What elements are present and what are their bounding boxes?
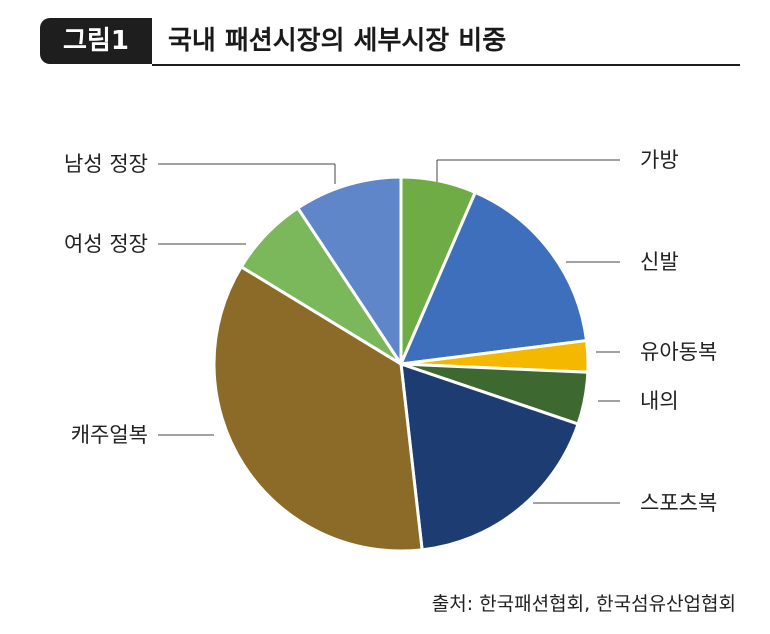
figure-badge: 그림1: [40, 18, 152, 64]
slice-label: 신발: [640, 250, 679, 274]
slice-label: 캐주얼복: [71, 423, 148, 447]
slice-label: 가방: [640, 148, 679, 172]
slice-label: 남성 정장: [64, 152, 148, 176]
slice-label: 여성 정장: [64, 232, 148, 256]
pie-slice: [212, 265, 424, 553]
leader-lines: [158, 159, 620, 504]
pie-slice: [399, 190, 589, 366]
chart-title: 국내 패션시장의 세부시장 비중: [168, 26, 507, 56]
source-note: 출처: 한국패션협회, 한국섬유산업협회: [431, 593, 736, 615]
figure-header: 그림1 국내 패션시장의 세부시장 비중: [40, 18, 740, 68]
slice-label: 스포츠복: [640, 491, 717, 515]
pie-slices: [212, 175, 590, 553]
slice-label: 유아동복: [640, 340, 717, 364]
header-rule: [152, 64, 740, 66]
slice-label: 내의: [640, 389, 679, 413]
pie-slice: [399, 362, 580, 552]
pie-slice: [296, 175, 403, 366]
